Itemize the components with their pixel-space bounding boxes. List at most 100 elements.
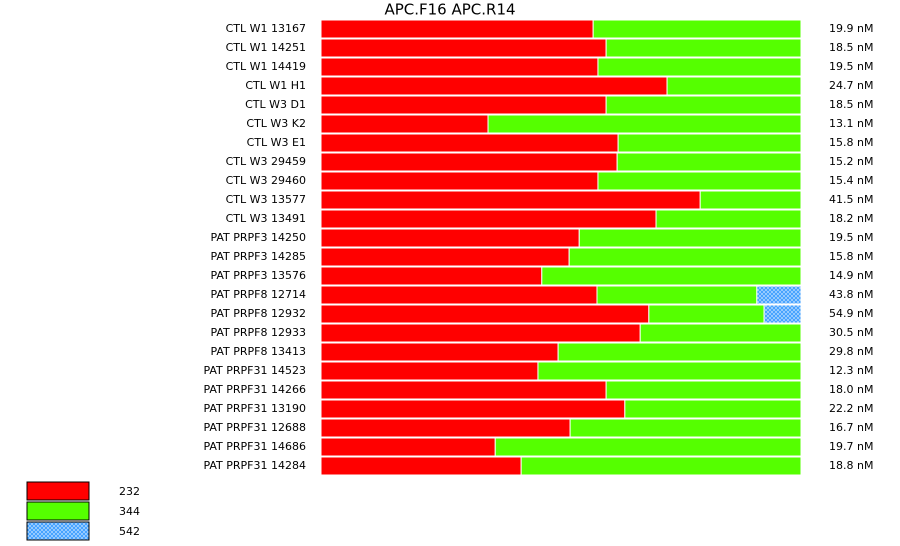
row-value-label: 13.1 nM xyxy=(829,117,873,130)
row-value-label: 15.2 nM xyxy=(829,155,873,168)
bar-segment xyxy=(320,304,650,324)
row-value-label: 24.7 nM xyxy=(829,79,873,92)
bar-segment xyxy=(541,266,802,286)
row-label: CTL W1 14419 xyxy=(226,60,306,73)
bar-segment xyxy=(568,247,802,267)
row-label: CTL W3 13577 xyxy=(226,193,306,206)
bar-segment xyxy=(320,114,489,134)
bar-segment xyxy=(624,399,802,419)
bar-segment xyxy=(655,209,802,229)
bar-segment xyxy=(320,285,598,305)
bar-segment xyxy=(320,399,626,419)
row-label: CTL W3 29459 xyxy=(226,155,306,168)
bar-segment xyxy=(596,285,758,305)
row-label: PAT PRPF31 14523 xyxy=(203,364,306,377)
row-label: CTL W3 E1 xyxy=(247,136,306,149)
bar-segment xyxy=(487,114,802,134)
row-value-label: 18.0 nM xyxy=(829,383,873,396)
bar-segment xyxy=(320,19,594,39)
legend-swatch xyxy=(26,501,90,521)
row-label: PAT PRPF31 14266 xyxy=(203,383,306,396)
row-label: CTL W3 D1 xyxy=(245,98,306,111)
row-label: CTL W3 13491 xyxy=(226,212,306,225)
bar-segment xyxy=(578,228,802,248)
row-value-label: 15.8 nM xyxy=(829,136,873,149)
bar-segment xyxy=(597,57,802,77)
row-label: PAT PRPF3 14285 xyxy=(210,250,306,263)
bar-segment xyxy=(699,190,802,210)
row-value-label: 41.5 nM xyxy=(829,193,873,206)
bar-segment xyxy=(320,456,522,476)
bar-segment xyxy=(320,247,570,267)
bar-segment xyxy=(756,285,802,305)
bar-segment xyxy=(320,38,607,58)
row-label: CTL W1 13167 xyxy=(226,22,306,35)
bar-segment xyxy=(648,304,765,324)
bar-segment xyxy=(520,456,802,476)
row-label: PAT PRPF8 12714 xyxy=(210,288,306,301)
bar-segment xyxy=(605,38,802,58)
row-value-label: 18.5 nM xyxy=(829,41,873,54)
row-label: PAT PRPF8 12933 xyxy=(210,326,306,339)
row-value-label: 18.8 nM xyxy=(829,459,873,472)
bar-segment xyxy=(605,95,802,115)
row-label: PAT PRPF31 14686 xyxy=(203,440,306,453)
legend-label: 542 xyxy=(119,525,140,538)
bar-segment xyxy=(320,437,496,457)
bar-segment xyxy=(537,361,802,381)
bar-segment xyxy=(763,304,802,324)
bar-segment xyxy=(320,342,559,362)
bar-segment xyxy=(320,266,543,286)
bar-segment xyxy=(320,95,607,115)
row-value-label: 54.9 nM xyxy=(829,307,873,320)
row-label: CTL W1 14251 xyxy=(226,41,306,54)
row-value-label: 43.8 nM xyxy=(829,288,873,301)
chart-title: APC.F16 APC.R14 xyxy=(384,1,515,19)
row-value-label: 19.5 nM xyxy=(829,60,873,73)
bar-segment xyxy=(557,342,802,362)
bar-segment xyxy=(320,380,607,400)
legend-label: 232 xyxy=(119,485,140,498)
row-value-label: 15.8 nM xyxy=(829,250,873,263)
row-value-label: 16.7 nM xyxy=(829,421,873,434)
bar-segment xyxy=(605,380,802,400)
legend-label: 344 xyxy=(119,505,140,518)
bar-segment xyxy=(320,323,641,343)
bar-segment xyxy=(320,133,619,153)
row-label: PAT PRPF8 12932 xyxy=(210,307,306,320)
bar-segment xyxy=(666,76,802,96)
row-value-label: 29.8 nM xyxy=(829,345,873,358)
bar-segment xyxy=(320,228,580,248)
row-value-label: 19.7 nM xyxy=(829,440,873,453)
bar-segment xyxy=(320,190,701,210)
bar-segment xyxy=(597,171,802,191)
bar-segment xyxy=(320,171,599,191)
row-value-label: 12.3 nM xyxy=(829,364,873,377)
row-value-label: 19.5 nM xyxy=(829,231,873,244)
row-value-label: 14.9 nM xyxy=(829,269,873,282)
row-label: CTL W1 H1 xyxy=(245,79,306,92)
legend-swatch xyxy=(26,521,90,541)
bar-segment xyxy=(320,209,657,229)
row-value-label: 22.2 nM xyxy=(829,402,873,415)
row-value-label: 18.5 nM xyxy=(829,98,873,111)
row-label: PAT PRPF31 13190 xyxy=(203,402,306,415)
legend-swatch xyxy=(26,481,90,501)
bar-segment xyxy=(320,418,571,438)
row-value-label: 15.4 nM xyxy=(829,174,873,187)
row-label: PAT PRPF8 13413 xyxy=(210,345,306,358)
row-label: PAT PRPF31 14284 xyxy=(203,459,306,472)
row-value-label: 30.5 nM xyxy=(829,326,873,339)
bar-segment xyxy=(616,152,802,172)
bar-segment xyxy=(320,361,539,381)
row-value-label: 18.2 nM xyxy=(829,212,873,225)
row-value-label: 19.9 nM xyxy=(829,22,873,35)
row-label: PAT PRPF3 13576 xyxy=(210,269,306,282)
bar-segment xyxy=(320,76,668,96)
row-label: PAT PRPF3 14250 xyxy=(210,231,306,244)
bar-segment xyxy=(617,133,802,153)
row-label: CTL W3 K2 xyxy=(246,117,306,130)
bar-segment xyxy=(569,418,802,438)
bar-segment xyxy=(320,57,599,77)
